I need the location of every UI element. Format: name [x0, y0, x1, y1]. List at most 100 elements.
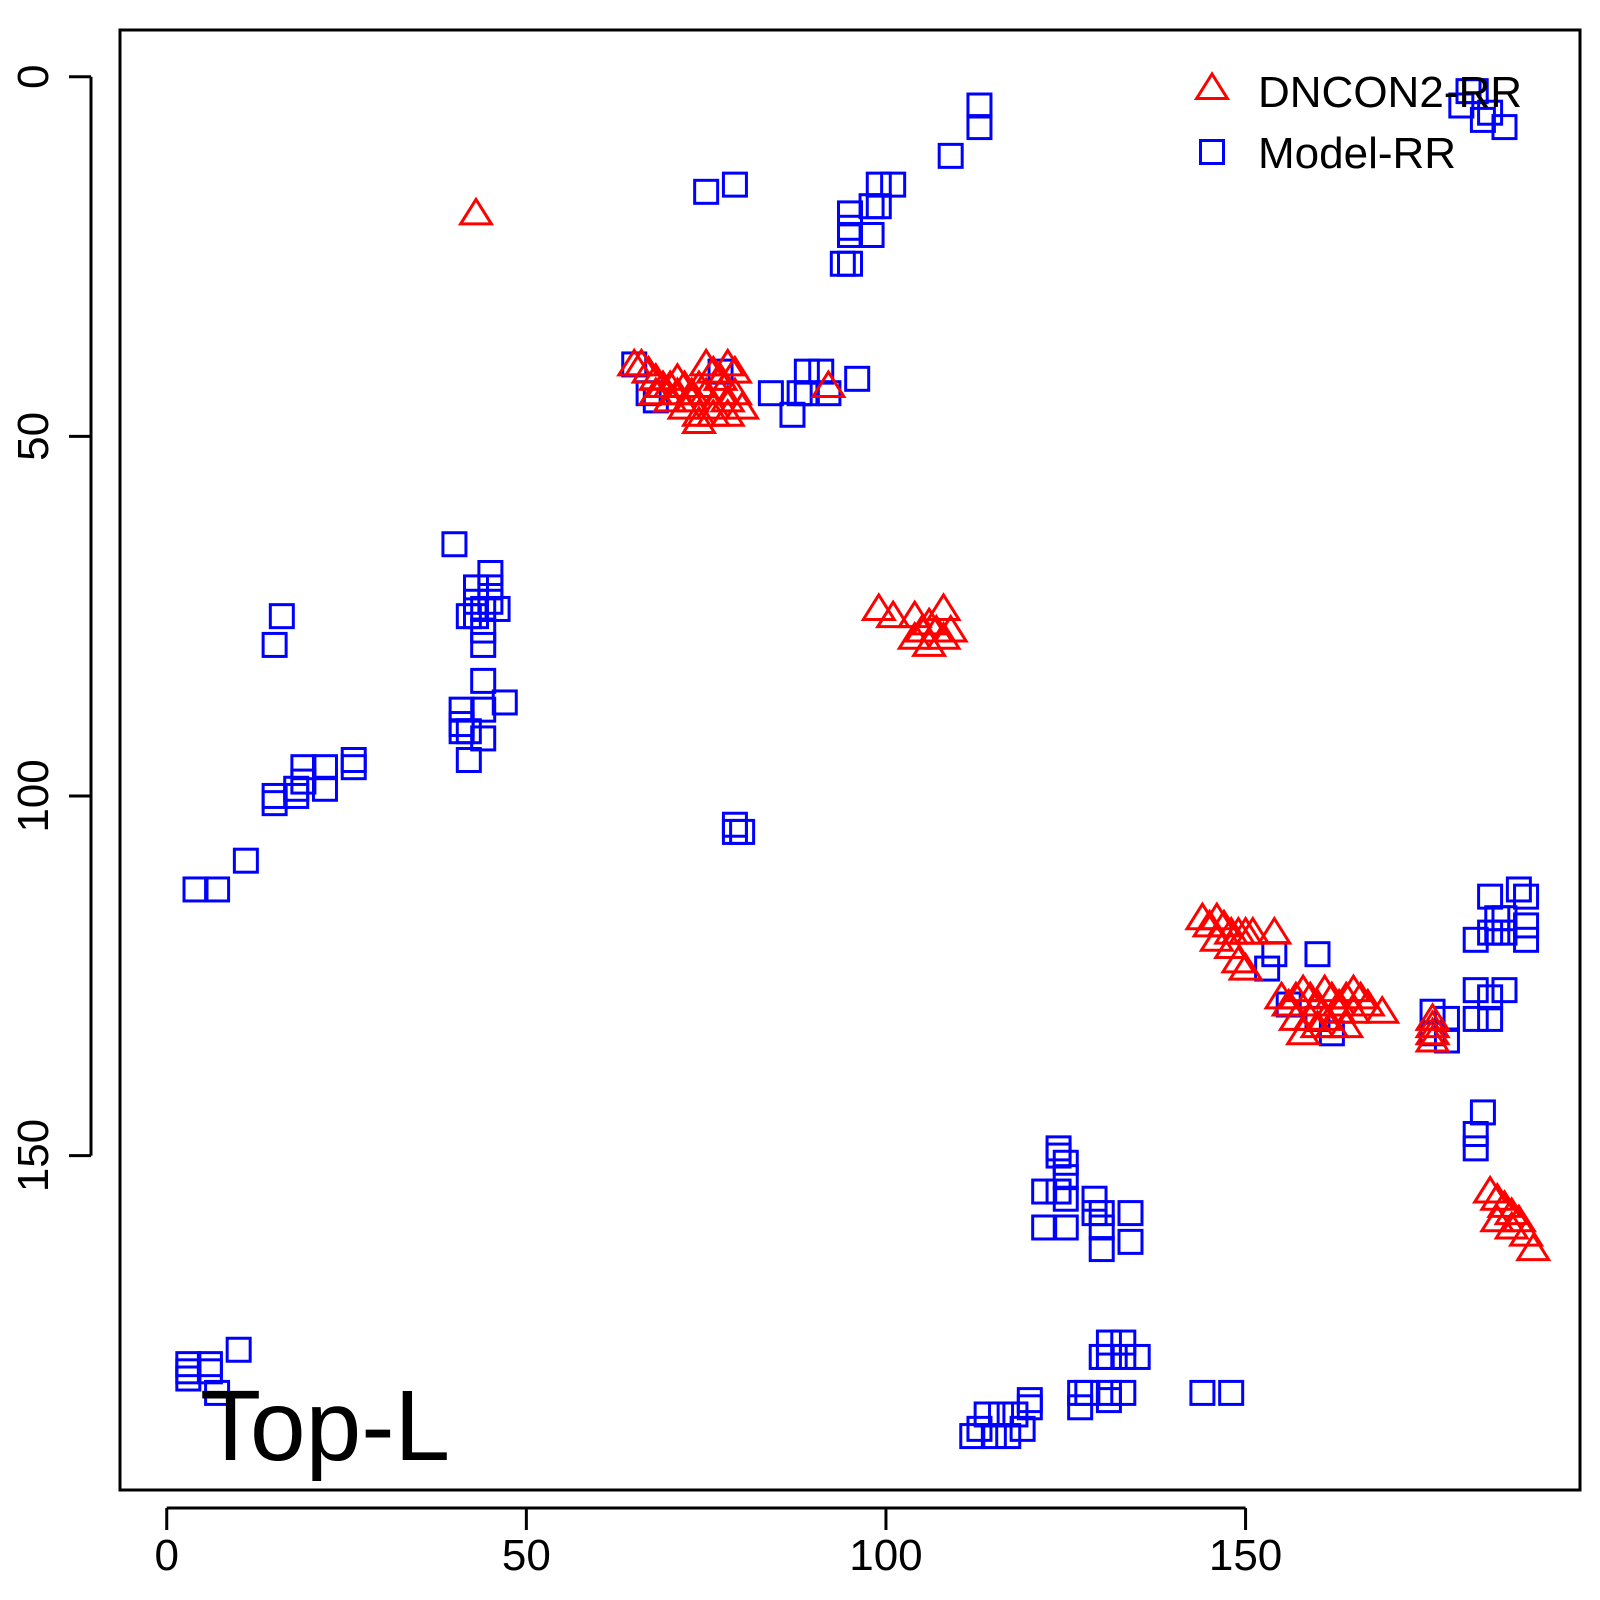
- model-rr-point: [1484, 905, 1511, 932]
- dncon2-rr-point: [1479, 1181, 1516, 1211]
- y-axis: 0 50 100 150: [9, 65, 93, 1192]
- model-rr-point: [204, 1379, 231, 1406]
- model-rr-point: [837, 214, 863, 241]
- dncon2-rr-point: [659, 376, 696, 406]
- dncon2-rr-point: [1414, 1023, 1451, 1053]
- legend-square-marker: [1199, 139, 1225, 165]
- dncon2-rr-point: [1284, 1016, 1322, 1046]
- model-rr-point: [290, 754, 317, 781]
- model-rr-point: [1052, 1164, 1079, 1191]
- model-rr-point: [837, 221, 863, 248]
- model-rr-point: [1052, 1185, 1079, 1212]
- model-rr-point: [1469, 1099, 1496, 1126]
- legend-label-model-rr: Model-RR: [1258, 129, 1456, 178]
- dncon2-rr-point: [637, 361, 674, 391]
- model-rr-point: [175, 1365, 202, 1392]
- model-rr-point: [1477, 1005, 1504, 1032]
- model-rr-point: [1491, 905, 1518, 932]
- model-rr-point: [966, 114, 993, 141]
- model-rr-point: [995, 1423, 1022, 1450]
- model-rr-point: [693, 178, 720, 205]
- model-rr-point: [1491, 919, 1518, 946]
- model-rr-point: [1088, 1200, 1115, 1227]
- model-rr-point: [721, 818, 748, 845]
- model-rr-point: [1110, 1379, 1137, 1406]
- model-rr-point: [1095, 1387, 1122, 1414]
- model-rr-point: [283, 775, 310, 802]
- dncon2-rr-point: [1493, 1196, 1530, 1226]
- model-rr-point: [1074, 1379, 1101, 1406]
- model-rr-point: [455, 603, 482, 630]
- x-tick-label: 50: [502, 1531, 551, 1580]
- model-rr-point: [865, 193, 892, 220]
- model-rr-point: [477, 560, 504, 587]
- model-rr-point: [937, 142, 964, 169]
- dncon2-rr-point: [1227, 951, 1264, 981]
- model-rr-point: [829, 250, 856, 277]
- x-tick-label: 150: [1209, 1531, 1282, 1580]
- model-rr-point: [858, 193, 885, 220]
- dncon2-rr-point: [1335, 973, 1372, 1003]
- model-rr-point: [1045, 1178, 1072, 1205]
- model-rr-point: [290, 768, 317, 795]
- dncon2-rr-point: [680, 405, 718, 434]
- dncon2-rr-point: [652, 383, 689, 413]
- dncon2-rr-point: [810, 369, 847, 399]
- dncon2-rr-point: [1306, 973, 1343, 1003]
- top-l-annotation: Top-L: [200, 1370, 450, 1482]
- model-rr-point: [463, 588, 490, 615]
- model-rr-point: [844, 365, 871, 392]
- dncon2-rr-point: [716, 354, 754, 384]
- model-rr-point: [1110, 1329, 1137, 1356]
- model-rr-point: [268, 603, 295, 630]
- model-rr-point: [204, 876, 231, 903]
- model-rr-point: [1095, 1379, 1122, 1406]
- model-rr-point: [1002, 1401, 1029, 1428]
- dncon2-rr-point: [1364, 994, 1401, 1024]
- model-rr-point: [1513, 883, 1540, 910]
- model-rr-point: [1081, 1200, 1108, 1227]
- model-rr-point: [1081, 1185, 1108, 1212]
- model-rr-point: [1009, 1415, 1036, 1442]
- dncon2-rr-point: [1328, 1009, 1365, 1039]
- legend: DNCON2-RR Model-RR: [1193, 68, 1522, 178]
- model-rr-point: [175, 1358, 202, 1385]
- model-rr-point: [1110, 1343, 1137, 1370]
- model-rr-point: [757, 380, 784, 407]
- model-rr-point: [1052, 1149, 1079, 1176]
- model-rr-point: [182, 876, 209, 903]
- model-rr-point: [1477, 883, 1504, 910]
- model-rr-point: [837, 250, 863, 277]
- model-rr-point: [1491, 114, 1518, 141]
- model-rr-point: [470, 696, 497, 723]
- dncon2-rr-point: [637, 376, 674, 406]
- model-rr-point: [455, 747, 482, 773]
- model-rr-point: [1462, 1135, 1489, 1162]
- model-rr-point: [721, 171, 748, 198]
- model-rr-point: [1462, 926, 1489, 953]
- model-rr-point: [470, 617, 497, 644]
- model-rr-point: [1484, 919, 1511, 946]
- legend-label-dncon2-rr: DNCON2-RR: [1258, 68, 1522, 117]
- model-rr-point: [1088, 1236, 1115, 1263]
- model-rr-point: [1095, 1329, 1122, 1356]
- model-rr-point: [1031, 1178, 1058, 1205]
- model-rr-point: [311, 754, 338, 781]
- model-rr-point: [1052, 1214, 1079, 1241]
- dncon2-rr-point: [1493, 1210, 1530, 1240]
- y-tick-label: 150: [9, 1119, 58, 1192]
- model-rr-point: [1304, 941, 1331, 968]
- model-rr-point: [779, 401, 806, 428]
- x-tick-label: 0: [155, 1531, 179, 1580]
- model-rr-point: [1261, 941, 1288, 968]
- model-rr-point: [966, 1415, 993, 1442]
- y-tick-label: 0: [9, 65, 58, 89]
- model-rr-point: [1477, 919, 1504, 946]
- dncon2-rr-point: [1414, 1002, 1451, 1031]
- model-rr-point: [1513, 912, 1540, 939]
- model-rr-point: [1462, 977, 1489, 1004]
- model-rr-point: [477, 574, 504, 601]
- model-rr-point: [1491, 977, 1518, 1004]
- model-rr-point: [1045, 1142, 1072, 1169]
